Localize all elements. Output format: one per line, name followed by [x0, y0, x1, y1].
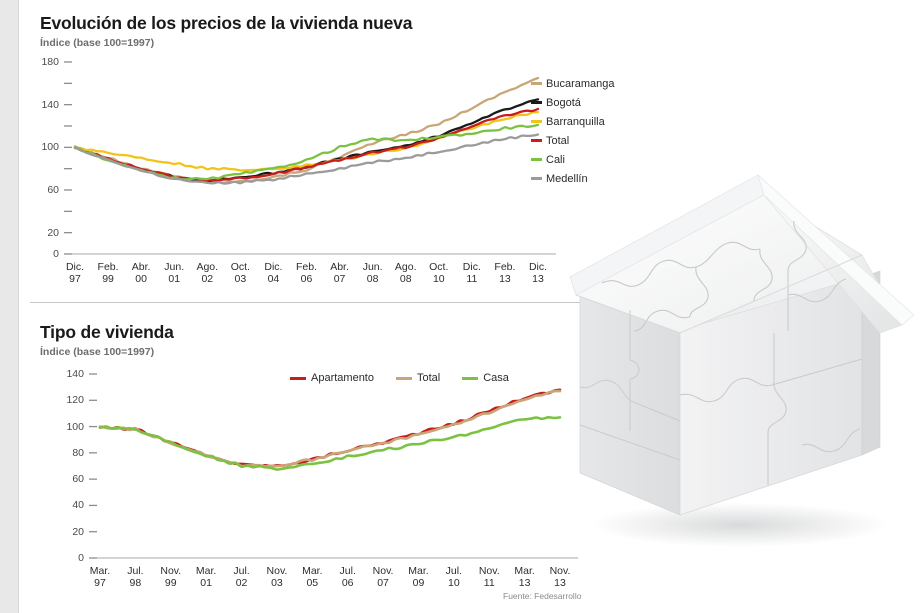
legend-item-label: Apartamento — [311, 372, 374, 384]
y-axis-tick-label: 140 — [41, 98, 59, 111]
legend-item-label: Total — [546, 134, 570, 147]
x-axis-tick-label: Mar. 05 — [302, 565, 323, 589]
left-margin-band — [0, 0, 18, 613]
legend-item-casa[interactable]: Casa — [462, 372, 509, 384]
legend-item-label: Bucaramanga — [546, 77, 615, 90]
x-axis-tick-label: Dic. 11 — [462, 261, 481, 285]
y-axis-tick-label: 0 — [78, 552, 84, 564]
legend-swatch-icon — [531, 177, 542, 180]
x-axis-tick-label: Mar. 01 — [195, 565, 217, 589]
x-axis-tick-label: Jul. 06 — [339, 565, 356, 589]
legend-swatch-icon — [462, 376, 479, 380]
legend-swatch-icon — [531, 120, 542, 123]
x-axis-tick-label: Mar. 13 — [514, 565, 535, 589]
x-axis-tick-label: Dic. 13 — [528, 261, 548, 285]
x-axis-tick-label: Nov. 07 — [372, 565, 394, 589]
y-axis-tick-label: 80 — [72, 446, 84, 459]
x-axis-tick-label: Dic. 04 — [264, 261, 283, 285]
y-axis-tick-label: 0 — [53, 248, 59, 260]
legend-item-apartamento[interactable]: Apartamento — [290, 372, 374, 384]
x-axis-tick-label: Nov. 11 — [478, 565, 500, 589]
x-axis-tick-label: Abr. 00 — [131, 261, 151, 285]
chart1-legend: Bucaramanga Bogotá Barranquilla Total Cali Me… — [531, 74, 615, 188]
chart2-svg — [89, 373, 578, 559]
x-axis-tick-label: Jul. 98 — [127, 565, 144, 589]
legend-item-total[interactable]: Total — [531, 131, 615, 150]
legend-swatch-icon — [290, 376, 306, 380]
chart1-plot: 180 140 100 60 20 0 Dic. 97 Feb. 99 Abr. 00 Jun. 01 Ag… — [0, 0, 600, 300]
y-axis-tick-label: 140 — [66, 368, 84, 380]
legend-swatch-icon — [531, 101, 542, 104]
chart2-legend: Apartamento Total Casa — [290, 372, 509, 384]
x-axis-tick-label: Mar. 97 — [89, 565, 111, 589]
y-axis-tick-label: 60 — [47, 184, 59, 196]
x-axis-tick-label: Jul. 10 — [445, 565, 463, 589]
legend-swatch-icon — [531, 139, 542, 142]
source-note: Fuente: Fedesarrollo — [503, 591, 582, 601]
chart1-header: Evolución de los precios de la vivienda … — [40, 13, 412, 49]
x-axis-tick-label: Ago. 02 — [196, 261, 219, 285]
chart1-svg — [64, 61, 556, 255]
y-axis-tick-label: 100 — [66, 420, 84, 433]
chart1-subtitle: Índice (base 100=1997) — [40, 37, 155, 49]
legend-item-total[interactable]: Total — [395, 372, 441, 384]
x-axis-tick-label: Jun. 01 — [164, 261, 185, 285]
chart2-plot: 140 120 100 80 60 40 20 0 Mar. 97 Jul. 98 Nov. 99 Mar.… — [0, 300, 600, 613]
x-axis-tick-label: Feb. 13 — [494, 261, 516, 285]
x-axis-tick-label: Feb. 06 — [295, 261, 317, 285]
x-axis-tick-label: Oct. 10 — [429, 261, 449, 285]
x-axis-tick-label: Nov. 99 — [160, 565, 182, 589]
legend-item-bucaramanga[interactable]: Bucaramanga — [531, 74, 615, 93]
left-margin-edge — [18, 0, 19, 613]
y-axis-tick-label: 120 — [66, 394, 84, 407]
chart1-title: Evolución de los precios de la vivienda … — [40, 13, 413, 33]
legend-item-label: Casa — [483, 372, 509, 384]
x-axis-tick-label: Abr. 07 — [330, 261, 349, 285]
legend-item-label: Bogotá — [546, 96, 581, 109]
x-axis-tick-label: Jun. 08 — [362, 261, 383, 285]
x-axis-tick-label: Nov. 13 — [549, 565, 571, 589]
legend-item-label: Medellín — [546, 172, 588, 185]
x-axis-tick-label: Jul. 02 — [233, 565, 250, 589]
x-axis-tick-label: Feb. 99 — [97, 261, 119, 285]
chart2-subtitle: Índice (base 100=1997) — [40, 346, 155, 358]
legend-item-label: Barranquilla — [546, 115, 605, 128]
y-axis-tick-label: 20 — [72, 525, 84, 538]
section-divider — [30, 302, 586, 303]
legend-swatch-icon — [531, 158, 542, 161]
legend-item-bogot-[interactable]: Bogotá — [531, 93, 615, 112]
legend-item-barranquilla[interactable]: Barranquilla — [531, 112, 615, 131]
legend-item-label: Cali — [546, 153, 565, 166]
x-axis-tick-label: Dic. 97 — [65, 261, 85, 285]
series-line-medell-n — [73, 133, 540, 185]
legend-item-cali[interactable]: Cali — [531, 150, 615, 169]
legend-swatch-icon — [531, 82, 542, 85]
puzzle-house-illustration — [562, 155, 920, 555]
legend-item-label: Total — [416, 372, 441, 384]
series-line-casa — [98, 416, 562, 471]
chart2-header: Tipo de vivienda Índice (base 100=1997) — [40, 322, 174, 358]
y-axis-tick-label: 100 — [41, 141, 59, 154]
y-axis-tick-label: 20 — [47, 226, 59, 239]
chart2-title: Tipo de vivienda — [40, 322, 174, 342]
series-line-barranquilla — [73, 110, 540, 172]
legend-item-medell-n[interactable]: Medellín — [531, 169, 615, 188]
legend-swatch-icon — [395, 376, 412, 380]
x-axis-tick-label: Oct. 03 — [230, 261, 250, 285]
x-axis-tick-label: Ago. 08 — [394, 261, 417, 285]
x-axis-tick-label: Mar. 09 — [408, 565, 429, 589]
y-axis-tick-label: 180 — [41, 56, 59, 68]
y-axis-tick-label: 60 — [72, 473, 84, 486]
y-axis-tick-label: 40 — [72, 499, 84, 512]
x-axis-tick-label: Nov. 03 — [266, 565, 288, 589]
